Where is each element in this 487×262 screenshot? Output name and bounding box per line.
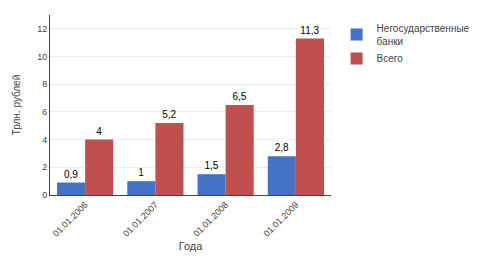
svg-text:Года: Года [179,240,204,252]
svg-text:8: 8 [42,79,47,89]
svg-text:6: 6 [42,107,47,117]
svg-text:2,8: 2,8 [275,142,289,153]
svg-text:0: 0 [42,190,47,200]
svg-text:11,3: 11,3 [300,25,319,36]
svg-text:4: 4 [42,135,47,145]
svg-text:4: 4 [96,126,102,137]
svg-text:1: 1 [138,167,144,178]
svg-text:01.01.2009: 01.01.2009 [262,200,301,239]
svg-text:12: 12 [37,24,47,34]
svg-text:10: 10 [37,52,47,62]
svg-text:01.01.2008: 01.01.2008 [191,200,230,239]
svg-text:Трлн. рублей: Трлн. рублей [11,75,22,136]
svg-text:01.01.2006: 01.01.2006 [51,200,90,239]
svg-text:2: 2 [42,162,47,172]
svg-text:01.01.2007: 01.01.2007 [121,200,160,239]
svg-text:0,9: 0,9 [64,169,78,180]
svg-text:6,5: 6,5 [233,91,247,102]
svg-text:5,2: 5,2 [162,109,176,120]
svg-text:Всего: Всего [377,53,404,64]
svg-text:1,5: 1,5 [204,160,218,171]
svg-text:Негосударственныебанки: Негосударственныебанки [377,23,470,47]
